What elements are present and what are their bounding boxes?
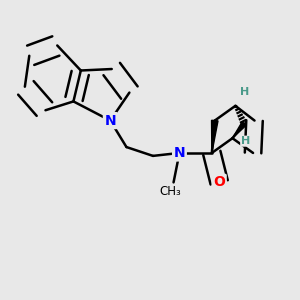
Polygon shape [232, 122, 246, 138]
Polygon shape [212, 120, 218, 153]
Text: N: N [174, 146, 185, 160]
Text: H: H [241, 136, 250, 146]
Text: CH₃: CH₃ [160, 185, 182, 198]
Text: H: H [240, 87, 249, 97]
Text: N: N [104, 114, 116, 128]
Text: O: O [213, 176, 225, 189]
